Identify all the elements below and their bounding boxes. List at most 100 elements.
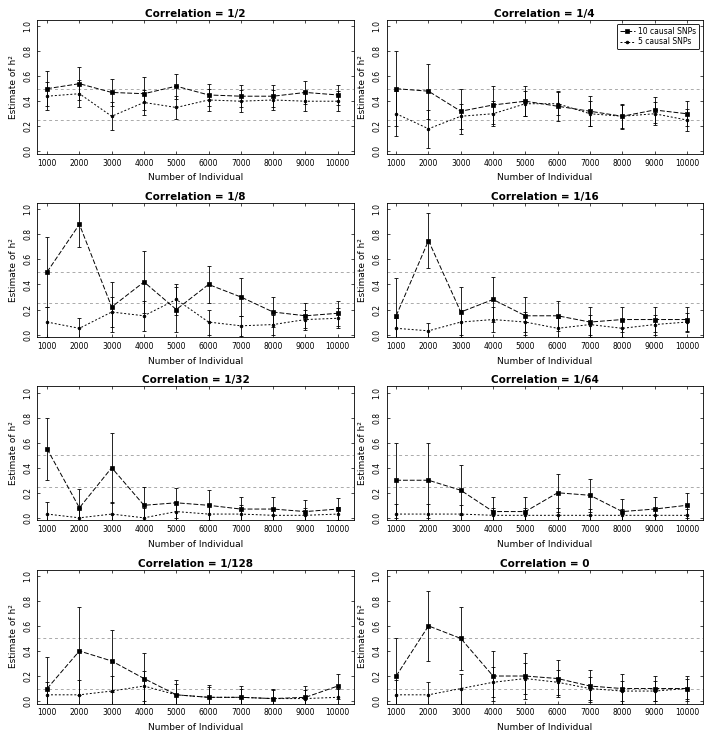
10 causal SNPs xyxy=(521,671,530,680)
5 causal SNPs xyxy=(392,691,400,700)
10 causal SNPs xyxy=(650,505,659,514)
10 causal SNPs xyxy=(683,501,691,510)
Line: 10 causal SNPs: 10 causal SNPs xyxy=(46,82,340,98)
5 causal SNPs xyxy=(553,324,562,333)
10 causal SNPs xyxy=(489,507,498,516)
Title: Correlation = 1/128: Correlation = 1/128 xyxy=(138,559,253,569)
5 causal SNPs xyxy=(140,98,148,107)
10 causal SNPs xyxy=(269,505,278,514)
5 causal SNPs xyxy=(650,511,659,519)
5 causal SNPs xyxy=(489,678,498,687)
Line: 5 causal SNPs: 5 causal SNPs xyxy=(44,296,340,331)
Y-axis label: Estimate of h²: Estimate of h² xyxy=(9,238,18,302)
5 causal SNPs xyxy=(333,693,342,702)
10 causal SNPs xyxy=(43,445,51,453)
Line: 10 causal SNPs: 10 causal SNPs xyxy=(394,239,689,324)
Line: 10 causal SNPs: 10 causal SNPs xyxy=(46,649,340,700)
10 causal SNPs xyxy=(108,302,116,311)
5 causal SNPs xyxy=(489,511,498,519)
5 causal SNPs xyxy=(424,691,433,700)
10 causal SNPs xyxy=(424,236,433,245)
Title: Correlation = 1/2: Correlation = 1/2 xyxy=(145,9,246,19)
5 causal SNPs xyxy=(43,92,51,101)
Line: 5 causal SNPs: 5 causal SNPs xyxy=(394,101,690,132)
X-axis label: Number of Individual: Number of Individual xyxy=(497,723,592,732)
5 causal SNPs xyxy=(301,97,310,106)
5 causal SNPs xyxy=(269,96,278,104)
Legend: 10 causal SNPs, 5 causal SNPs: 10 causal SNPs, 5 causal SNPs xyxy=(617,24,699,49)
10 causal SNPs xyxy=(269,694,278,703)
10 causal SNPs xyxy=(333,682,342,691)
10 causal SNPs xyxy=(456,634,465,643)
Title: Correlation = 1/4: Correlation = 1/4 xyxy=(494,9,595,19)
10 causal SNPs xyxy=(456,107,465,116)
5 causal SNPs xyxy=(424,510,433,519)
5 causal SNPs xyxy=(650,320,659,329)
5 causal SNPs xyxy=(333,510,342,519)
5 causal SNPs xyxy=(75,89,84,98)
Title: Correlation = 1/8: Correlation = 1/8 xyxy=(145,192,246,202)
10 causal SNPs xyxy=(489,295,498,304)
10 causal SNPs xyxy=(75,503,84,512)
5 causal SNPs xyxy=(236,510,245,519)
5 causal SNPs xyxy=(236,322,245,330)
10 causal SNPs xyxy=(618,684,627,693)
10 causal SNPs xyxy=(333,90,342,99)
X-axis label: Number of Individual: Number of Individual xyxy=(148,723,244,732)
10 causal SNPs xyxy=(586,491,595,499)
5 causal SNPs xyxy=(236,97,245,106)
10 causal SNPs xyxy=(456,486,465,495)
5 causal SNPs xyxy=(553,511,562,519)
5 causal SNPs xyxy=(683,511,691,519)
10 causal SNPs xyxy=(586,682,595,691)
5 causal SNPs xyxy=(172,691,181,700)
10 causal SNPs xyxy=(75,79,84,88)
10 causal SNPs xyxy=(618,507,627,516)
5 causal SNPs xyxy=(204,510,213,519)
10 causal SNPs xyxy=(301,693,310,702)
5 causal SNPs xyxy=(683,684,691,693)
Line: 5 causal SNPs: 5 causal SNPs xyxy=(394,316,690,333)
5 causal SNPs xyxy=(553,99,562,108)
Line: 10 causal SNPs: 10 causal SNPs xyxy=(46,447,340,514)
10 causal SNPs xyxy=(333,309,342,318)
5 causal SNPs xyxy=(75,691,84,700)
10 causal SNPs xyxy=(301,88,310,97)
5 causal SNPs xyxy=(204,96,213,104)
10 causal SNPs xyxy=(140,278,148,287)
10 causal SNPs xyxy=(140,674,148,683)
5 causal SNPs xyxy=(521,318,530,327)
5 causal SNPs xyxy=(586,511,595,519)
10 causal SNPs xyxy=(392,476,400,485)
10 causal SNPs xyxy=(683,684,691,693)
10 causal SNPs xyxy=(236,92,245,101)
5 causal SNPs xyxy=(301,315,310,324)
Line: 5 causal SNPs: 5 causal SNPs xyxy=(44,509,340,521)
5 causal SNPs xyxy=(75,324,84,333)
5 causal SNPs xyxy=(172,295,181,304)
10 causal SNPs xyxy=(236,505,245,514)
5 causal SNPs xyxy=(456,112,465,121)
10 causal SNPs xyxy=(650,315,659,324)
5 causal SNPs xyxy=(521,674,530,683)
10 causal SNPs xyxy=(140,501,148,510)
5 causal SNPs xyxy=(521,511,530,519)
10 causal SNPs xyxy=(43,268,51,276)
5 causal SNPs xyxy=(108,687,116,696)
10 causal SNPs xyxy=(521,311,530,320)
5 causal SNPs xyxy=(204,318,213,327)
Title: Correlation = 0: Correlation = 0 xyxy=(500,559,590,569)
10 causal SNPs xyxy=(586,107,595,116)
5 causal SNPs xyxy=(489,315,498,324)
5 causal SNPs xyxy=(489,109,498,118)
10 causal SNPs xyxy=(424,87,433,96)
10 causal SNPs xyxy=(424,476,433,485)
5 causal SNPs xyxy=(650,687,659,696)
10 causal SNPs xyxy=(618,112,627,121)
X-axis label: Number of Individual: Number of Individual xyxy=(148,356,244,365)
Line: 5 causal SNPs: 5 causal SNPs xyxy=(44,91,340,119)
X-axis label: Number of Individual: Number of Individual xyxy=(148,539,244,549)
X-axis label: Number of Individual: Number of Individual xyxy=(497,539,592,549)
5 causal SNPs xyxy=(43,510,51,519)
5 causal SNPs xyxy=(269,694,278,703)
